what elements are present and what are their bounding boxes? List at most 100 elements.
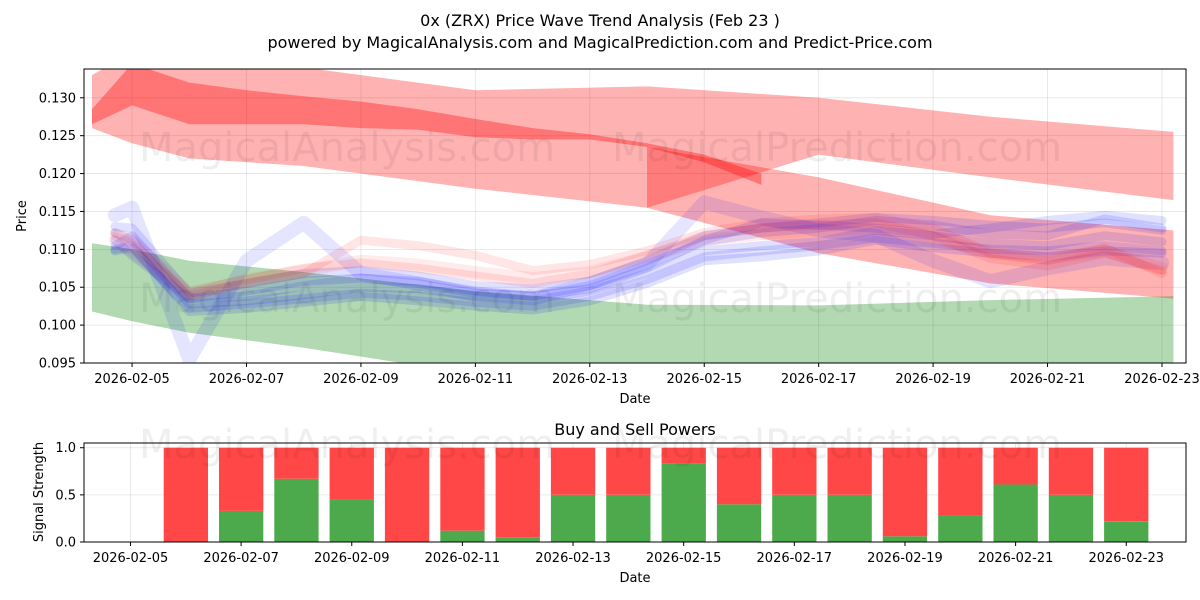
projection-line-red [110,218,1167,296]
buy-bar [938,515,983,542]
power-x-tick-label: 2026-02-23 [1088,551,1164,566]
red-core-wave-band [92,69,762,185]
price-x-tick-label: 2026-02-07 [209,372,285,387]
chart-subtitle: powered by MagicalAnalysis.com and Magic… [267,33,932,52]
sell-bar [993,447,1038,485]
buy-bar [274,478,319,542]
power-plot-frame [83,442,1187,543]
green-support-wave-band [92,243,1174,363]
power-x-tick-label: 2026-02-19 [867,551,943,566]
price-x-axis-label: Date [619,392,650,407]
sell-bar [329,447,374,500]
power-x-tick-label: 2026-02-09 [314,551,390,566]
price-x-tick-label: 2026-02-21 [1010,372,1086,387]
price-x-tick-label: 2026-02-09 [323,372,399,387]
price-y-tick-label: 0.120 [39,167,76,182]
buy-bar [1104,521,1149,542]
sell-bar [716,447,762,505]
power-panel: Buy and Sell Powers MagicalAnalysis.com … [32,420,1187,586]
price-x-tick-label: 2026-02-19 [895,372,971,387]
projection-line-blue [110,235,1167,316]
watermark-prediction-3: MagicalPrediction.com [612,422,1062,468]
buy-bar [716,504,762,542]
price-y-axis-label: Price [15,200,30,232]
sell-bar [827,447,872,495]
power-y-axis: 0.0 0.5 1.0 [55,441,84,551]
price-plot-frame [83,68,1187,364]
price-bands [92,69,1174,363]
projection-line-blue [110,233,1167,313]
price-panel: MagicalAnalysis.com MagicalPrediction.co… [15,68,1200,407]
price-x-tick-label: 2026-02-17 [781,372,857,387]
power-x-axis-label: Date [619,571,650,586]
price-y-tick-label: 0.125 [39,129,76,144]
buy-bar [329,499,374,542]
sell-bar [661,447,706,464]
buy-bar [440,530,485,542]
sell-bar [495,447,540,538]
buy-bar [993,484,1038,542]
price-y-tick-label: 0.115 [39,205,76,220]
power-x-tick-label: 2026-02-17 [757,551,833,566]
projection-line-blue [110,225,1167,309]
sell-bar [1048,447,1094,495]
buy-bar [1048,494,1094,542]
power-y-tick-label: 0.5 [55,488,76,503]
price-x-axis: 2026-02-05 2026-02-07 2026-02-09 2026-02-11… [94,363,1200,387]
power-x-tick-label: 2026-02-05 [93,551,169,566]
price-x-tick-label: 2026-02-13 [552,372,628,387]
power-y-tick-label: 1.0 [55,441,76,456]
projection-line-red [110,213,1167,301]
buy-bar [550,494,596,542]
sell-bar [274,447,319,479]
sell-bar [1104,447,1149,522]
price-y-tick-label: 0.100 [39,319,76,334]
projection-line-blue [110,214,1167,304]
sell-bar [384,447,430,542]
buy-bar [661,463,706,542]
power-bars [163,447,1149,542]
red-lower-wave-band [647,147,1174,299]
buy-bar [219,510,264,542]
sell-bar [606,447,651,495]
buy-bar [495,537,540,542]
buy-bar [827,494,872,542]
power-x-tick-label: 2026-02-11 [425,551,501,566]
sell-bar [219,447,264,511]
projection-line-blue [110,210,1167,304]
projection-line-blue [110,213,1167,298]
price-y-tick-label: 0.105 [39,281,76,296]
power-x-tick-label: 2026-02-07 [203,551,279,566]
price-x-tick-label: 2026-02-11 [438,372,514,387]
buy-bar [772,494,817,542]
price-x-tick-label: 2026-02-23 [1124,372,1200,387]
red-upper-wave-band [92,69,1174,208]
power-title: Buy and Sell Powers [554,420,716,439]
watermark-prediction: MagicalPrediction.com [612,125,1062,171]
power-x-tick-label: 2026-02-13 [535,551,611,566]
sell-bar [163,447,208,542]
power-x-tick-label: 2026-02-15 [646,551,722,566]
price-y-tick-label: 0.130 [39,91,76,106]
watermark-analysis: MagicalAnalysis.com [139,125,555,171]
watermark-prediction-2: MagicalPrediction.com [612,276,1062,322]
power-y-axis-label: Signal Strength [32,442,47,542]
sell-bar [938,447,983,516]
projection-line-red [108,222,1168,301]
watermark-analysis-2: MagicalAnalysis.com [139,276,555,322]
power-x-axis: 2026-02-05 2026-02-07 2026-02-09 2026-02-11… [93,542,1164,566]
sell-bar [772,447,817,495]
power-y-tick-label: 0.0 [55,536,76,551]
sell-bar [550,447,596,495]
buy-bar [606,494,651,542]
watermark-analysis-3: MagicalAnalysis.com [139,422,555,468]
sell-bar [440,447,485,531]
projection-line-blue [107,195,1169,363]
price-projection-lines [107,195,1169,363]
sell-bar [882,447,928,537]
price-y-tick-label: 0.095 [39,357,76,372]
price-y-tick-label: 0.110 [39,243,76,258]
chart-title: 0x (ZRX) Price Wave Trend Analysis (Feb … [420,11,780,30]
buy-bar [882,536,928,542]
